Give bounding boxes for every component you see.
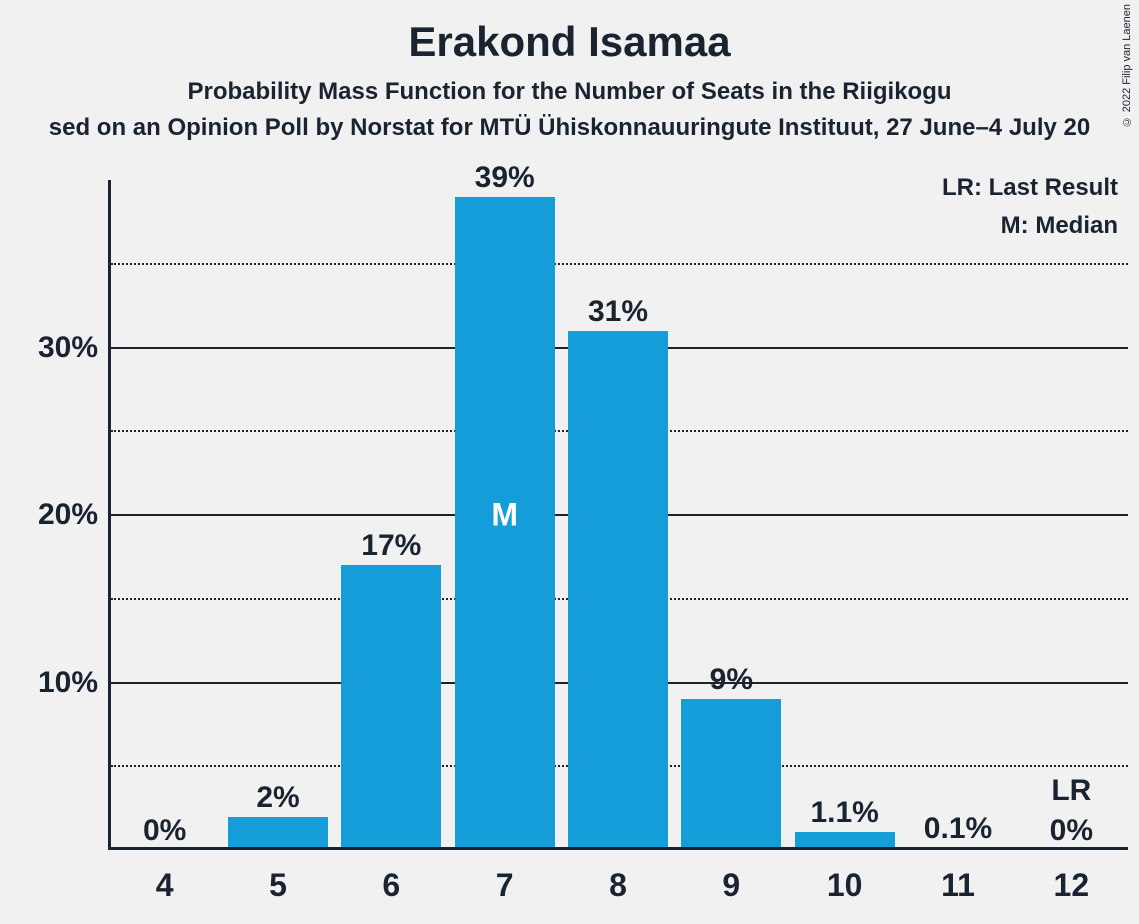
plot-area: LR: Last Result M: Median 10%20%30%45678…: [108, 180, 1128, 850]
x-axis: [108, 847, 1128, 850]
x-tick-label: 9: [722, 867, 740, 904]
gridline-minor: [111, 263, 1128, 265]
legend-last-result: LR: Last Result: [942, 174, 1118, 202]
y-tick-label: 10%: [38, 666, 98, 700]
x-tick-label: 10: [827, 867, 863, 904]
bar-value-label: 0%: [143, 814, 186, 848]
bar: [228, 817, 328, 848]
x-tick-label: 4: [156, 867, 174, 904]
x-tick-label: 5: [269, 867, 287, 904]
legend-median: M: Median: [1001, 212, 1118, 240]
x-tick-label: 11: [941, 867, 975, 904]
bar-value-label: 31%: [588, 295, 648, 329]
chart-subtitle-1: Probability Mass Function for the Number…: [0, 78, 1139, 106]
chart-title: Erakond Isamaa: [0, 18, 1139, 66]
bar-value-label: 9%: [710, 663, 753, 697]
bar: [681, 699, 781, 847]
copyright-text: © 2022 Filip van Laenen: [1121, 4, 1133, 127]
x-tick-label: 6: [382, 867, 400, 904]
median-marker: M: [491, 497, 518, 534]
bar: [795, 832, 895, 847]
bar-value-label: 0.1%: [924, 812, 992, 846]
bar-value-label: 1.1%: [810, 796, 878, 830]
bar: [568, 331, 668, 847]
bar-annotation: LR: [1051, 774, 1091, 808]
pmf-chart: Erakond Isamaa Probability Mass Function…: [0, 0, 1139, 924]
x-tick-label: 7: [496, 867, 514, 904]
bar-value-label: 0%: [1050, 814, 1093, 848]
chart-subtitle-2: sed on an Opinion Poll by Norstat for MT…: [0, 114, 1139, 142]
y-tick-label: 20%: [38, 498, 98, 532]
bar-value-label: 39%: [475, 161, 535, 195]
y-tick-label: 30%: [38, 331, 98, 365]
bar: [341, 565, 441, 847]
x-tick-label: 12: [1054, 867, 1090, 904]
bar-value-label: 17%: [361, 529, 421, 563]
x-tick-label: 8: [609, 867, 627, 904]
bar-value-label: 2%: [256, 781, 299, 815]
